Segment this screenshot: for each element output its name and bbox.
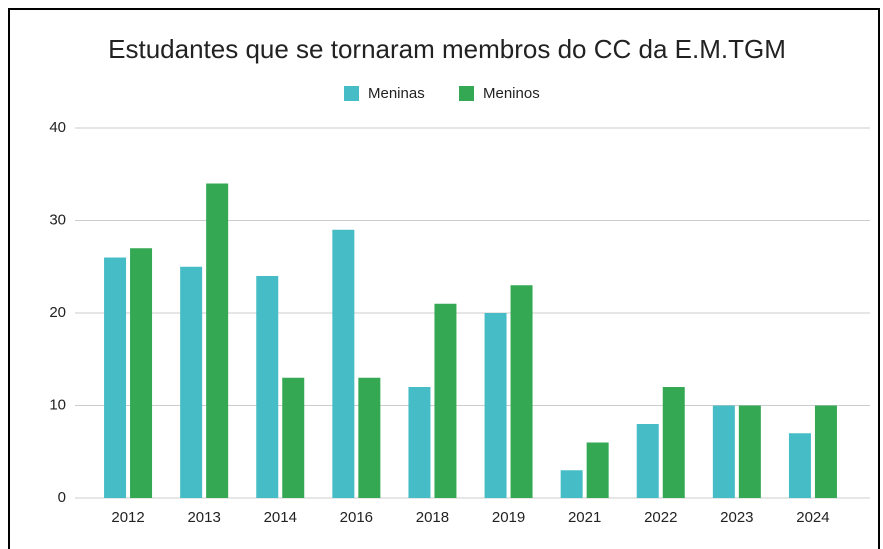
- x-tick-label: 2012: [111, 509, 144, 526]
- bar: [814, 405, 837, 498]
- bar: [560, 470, 583, 498]
- bar: [180, 266, 203, 498]
- legend-label: Meninos: [483, 85, 540, 102]
- bar: [712, 405, 735, 498]
- x-tick-label: 2018: [416, 509, 449, 526]
- bar: [206, 183, 229, 498]
- x-tick-label: 2024: [796, 509, 829, 526]
- bar: [434, 303, 457, 498]
- x-tick-label: 2019: [492, 509, 525, 526]
- x-tick-label: 2013: [187, 509, 220, 526]
- y-tick-label: 0: [58, 489, 66, 506]
- legend-swatch: [344, 86, 359, 101]
- legend-label: Meninas: [368, 85, 425, 102]
- y-tick-label: 30: [49, 211, 66, 228]
- x-tick-label: 2016: [340, 509, 373, 526]
- x-tick-label: 2021: [568, 509, 601, 526]
- bar: [586, 442, 609, 498]
- bar: [332, 229, 355, 498]
- x-tick-label: 2014: [264, 509, 297, 526]
- bar: [130, 248, 153, 498]
- y-tick-label: 40: [49, 119, 66, 136]
- bar: [510, 285, 533, 498]
- legend-swatch: [459, 86, 474, 101]
- bar: [282, 377, 305, 498]
- y-tick-label: 10: [49, 396, 66, 413]
- bar: [408, 387, 431, 498]
- y-tick-label: 20: [49, 304, 66, 321]
- bar: [104, 257, 127, 498]
- bar: [738, 405, 761, 498]
- bar: [788, 433, 811, 498]
- bar: [256, 276, 279, 498]
- x-tick-label: 2023: [720, 509, 753, 526]
- bar: [636, 424, 659, 498]
- bar: [662, 387, 685, 498]
- chart-title: Estudantes que se tornaram membros do CC…: [108, 34, 786, 64]
- x-tick-label: 2022: [644, 509, 677, 526]
- bar: [358, 377, 381, 498]
- bar: [484, 313, 507, 498]
